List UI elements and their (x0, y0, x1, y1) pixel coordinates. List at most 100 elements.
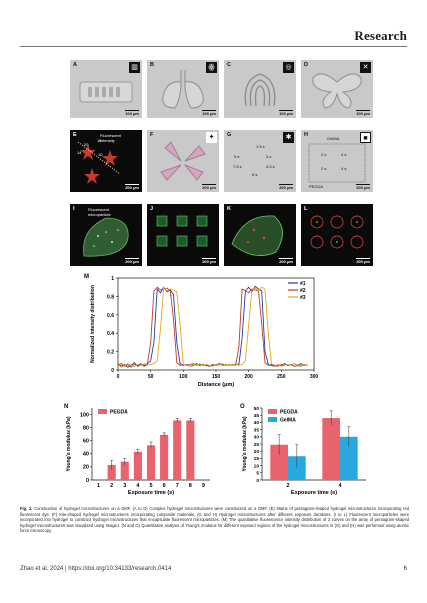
scale-label: 100 μm (279, 111, 293, 116)
microparticle-annotation: Fluorescent microparticle (88, 207, 111, 217)
scale-bar (279, 258, 293, 259)
time-1: 1.5 s (256, 144, 265, 149)
bar-pegda (173, 420, 182, 480)
series-line-2 (117, 286, 308, 368)
y-tick-label: 20 (254, 449, 260, 455)
mark-16: 16 (97, 138, 102, 143)
panel-label: E (73, 132, 77, 138)
legend-label: GelMA (280, 418, 296, 424)
legend-swatch (98, 409, 107, 414)
panel-label: A (73, 62, 77, 68)
x-tick-label: 2 (110, 483, 113, 489)
mark-20: 20 (84, 142, 89, 147)
y-tick-label: 20 (83, 465, 89, 471)
panel-label: B (150, 62, 154, 68)
scale-label: 200 μm (356, 259, 370, 264)
legend-swatch (268, 409, 277, 414)
mark-14: 14 (77, 150, 82, 155)
mixed-microparticles (231, 215, 283, 256)
y-tick-label: 0.6 (107, 313, 114, 319)
panel-label: J (150, 206, 154, 212)
panel-b: B ꙮ 100 μm (147, 60, 219, 118)
x-axis-label: Exposure time (s) (291, 490, 337, 496)
scale-bar (279, 110, 293, 111)
panel-c: C ◎ 100 μm (224, 60, 296, 118)
scale-label: 100 μm (202, 111, 216, 116)
legend-label: #1 (300, 281, 306, 287)
journal-brand: Research (354, 28, 407, 43)
y-tick-label: 40 (254, 420, 260, 426)
chart-panel-label: M (84, 274, 89, 280)
chart-m: M 0 0.2 0.4 0.6 0.8 1 0 50 100 150 200 250 300 Distanc… (84, 274, 319, 388)
y-tick-label: 0.4 (107, 331, 114, 337)
scale-label: 200 μm (202, 259, 216, 264)
x-tick-label: 8 (189, 483, 192, 489)
y-tick-label: 25 (254, 442, 260, 448)
time-c: 2 s (321, 166, 327, 171)
time-b: 4 s (341, 152, 347, 157)
pentagram-array (77, 141, 121, 184)
time-4: 7.5 s (233, 164, 242, 169)
legend-label: PEGDA (280, 410, 298, 416)
panel-h: H ■ GelMA 2 s 4 s 2 s 4 s PEGDA 200 μm (301, 130, 373, 192)
panel-label: I (73, 206, 75, 212)
legend-label: PEGDA (110, 410, 128, 416)
panel-j: J 200 μm (147, 204, 219, 266)
barcode-icon: ▥ (129, 62, 140, 73)
scale-bar (125, 258, 139, 259)
scale-bar (202, 258, 216, 259)
scale-label: 200 μm (279, 259, 293, 264)
scale-label: 200 μm (279, 185, 293, 190)
bar-pegda (133, 451, 142, 480)
leaf-microparticles (83, 217, 129, 257)
lungs-icon: ꙮ (206, 62, 217, 73)
panel-l: L 200 μm (301, 204, 373, 266)
x-tick-label: 300 (310, 374, 319, 380)
star-icon: ✱ (283, 132, 294, 143)
bar-pegda (146, 445, 156, 480)
lung-microstructure (162, 70, 204, 109)
bar-pegda (322, 418, 340, 480)
legend-swatch (268, 417, 277, 422)
x-tick-label: 1 (97, 483, 100, 489)
y-tick-label: 0 (86, 478, 89, 484)
panel-label: L (304, 206, 308, 212)
time-d: 4 s (341, 166, 347, 171)
scale-label: 100 μm (125, 111, 139, 116)
intensity-annotation: Fluorescent intensity (100, 133, 121, 143)
panel-f: F ✦ 200 μm (147, 130, 219, 192)
time-a: 2 s (321, 152, 327, 157)
chart-n: N 0 20 40 60 80 100 1 2 3 4 5 6 7 8 9 Exposure time (s) Y… (64, 404, 210, 496)
y-tick-label: 0.8 (107, 294, 114, 300)
y-tick-label: 15 (254, 456, 260, 462)
x-tick-label: 100 (179, 374, 188, 380)
bar-gelma (288, 456, 306, 480)
x-tick-label: 2 (286, 483, 289, 489)
y-axis-label: Young's modulus (kPa) (242, 416, 248, 471)
y-tick-label: 0.2 (107, 350, 114, 356)
panel-label: C (227, 62, 231, 68)
fingerprint-microstructure (244, 73, 276, 107)
y-tick-label: 5 (256, 471, 259, 477)
scale-bar (279, 184, 293, 185)
header-rule (20, 46, 407, 47)
y-tick-label: 35 (254, 427, 260, 433)
footer-citation: Zhao et al. 2024 | https://doi.org/10.34… (20, 566, 172, 572)
scale-bar (356, 258, 370, 259)
panel-label: K (227, 206, 231, 212)
caption-lead: Fig. 2. (20, 506, 33, 511)
panel-label: H (304, 132, 308, 138)
panel-label: F (150, 132, 154, 138)
bar-pegda (186, 420, 195, 480)
gelma-label: GelMA (327, 136, 340, 141)
series-line-3 (117, 286, 308, 368)
square-array-microparticles (156, 215, 208, 247)
time-2: 9 s (234, 154, 240, 159)
y-tick-label: 10 (254, 463, 260, 469)
x-tick-label: 7 (176, 483, 179, 489)
chart-panel-label: N (64, 404, 68, 410)
y-tick-label: 80 (83, 425, 89, 431)
scale-label: 200 μm (125, 259, 139, 264)
bar-pegda (107, 464, 116, 480)
bar-pegda (120, 461, 129, 480)
